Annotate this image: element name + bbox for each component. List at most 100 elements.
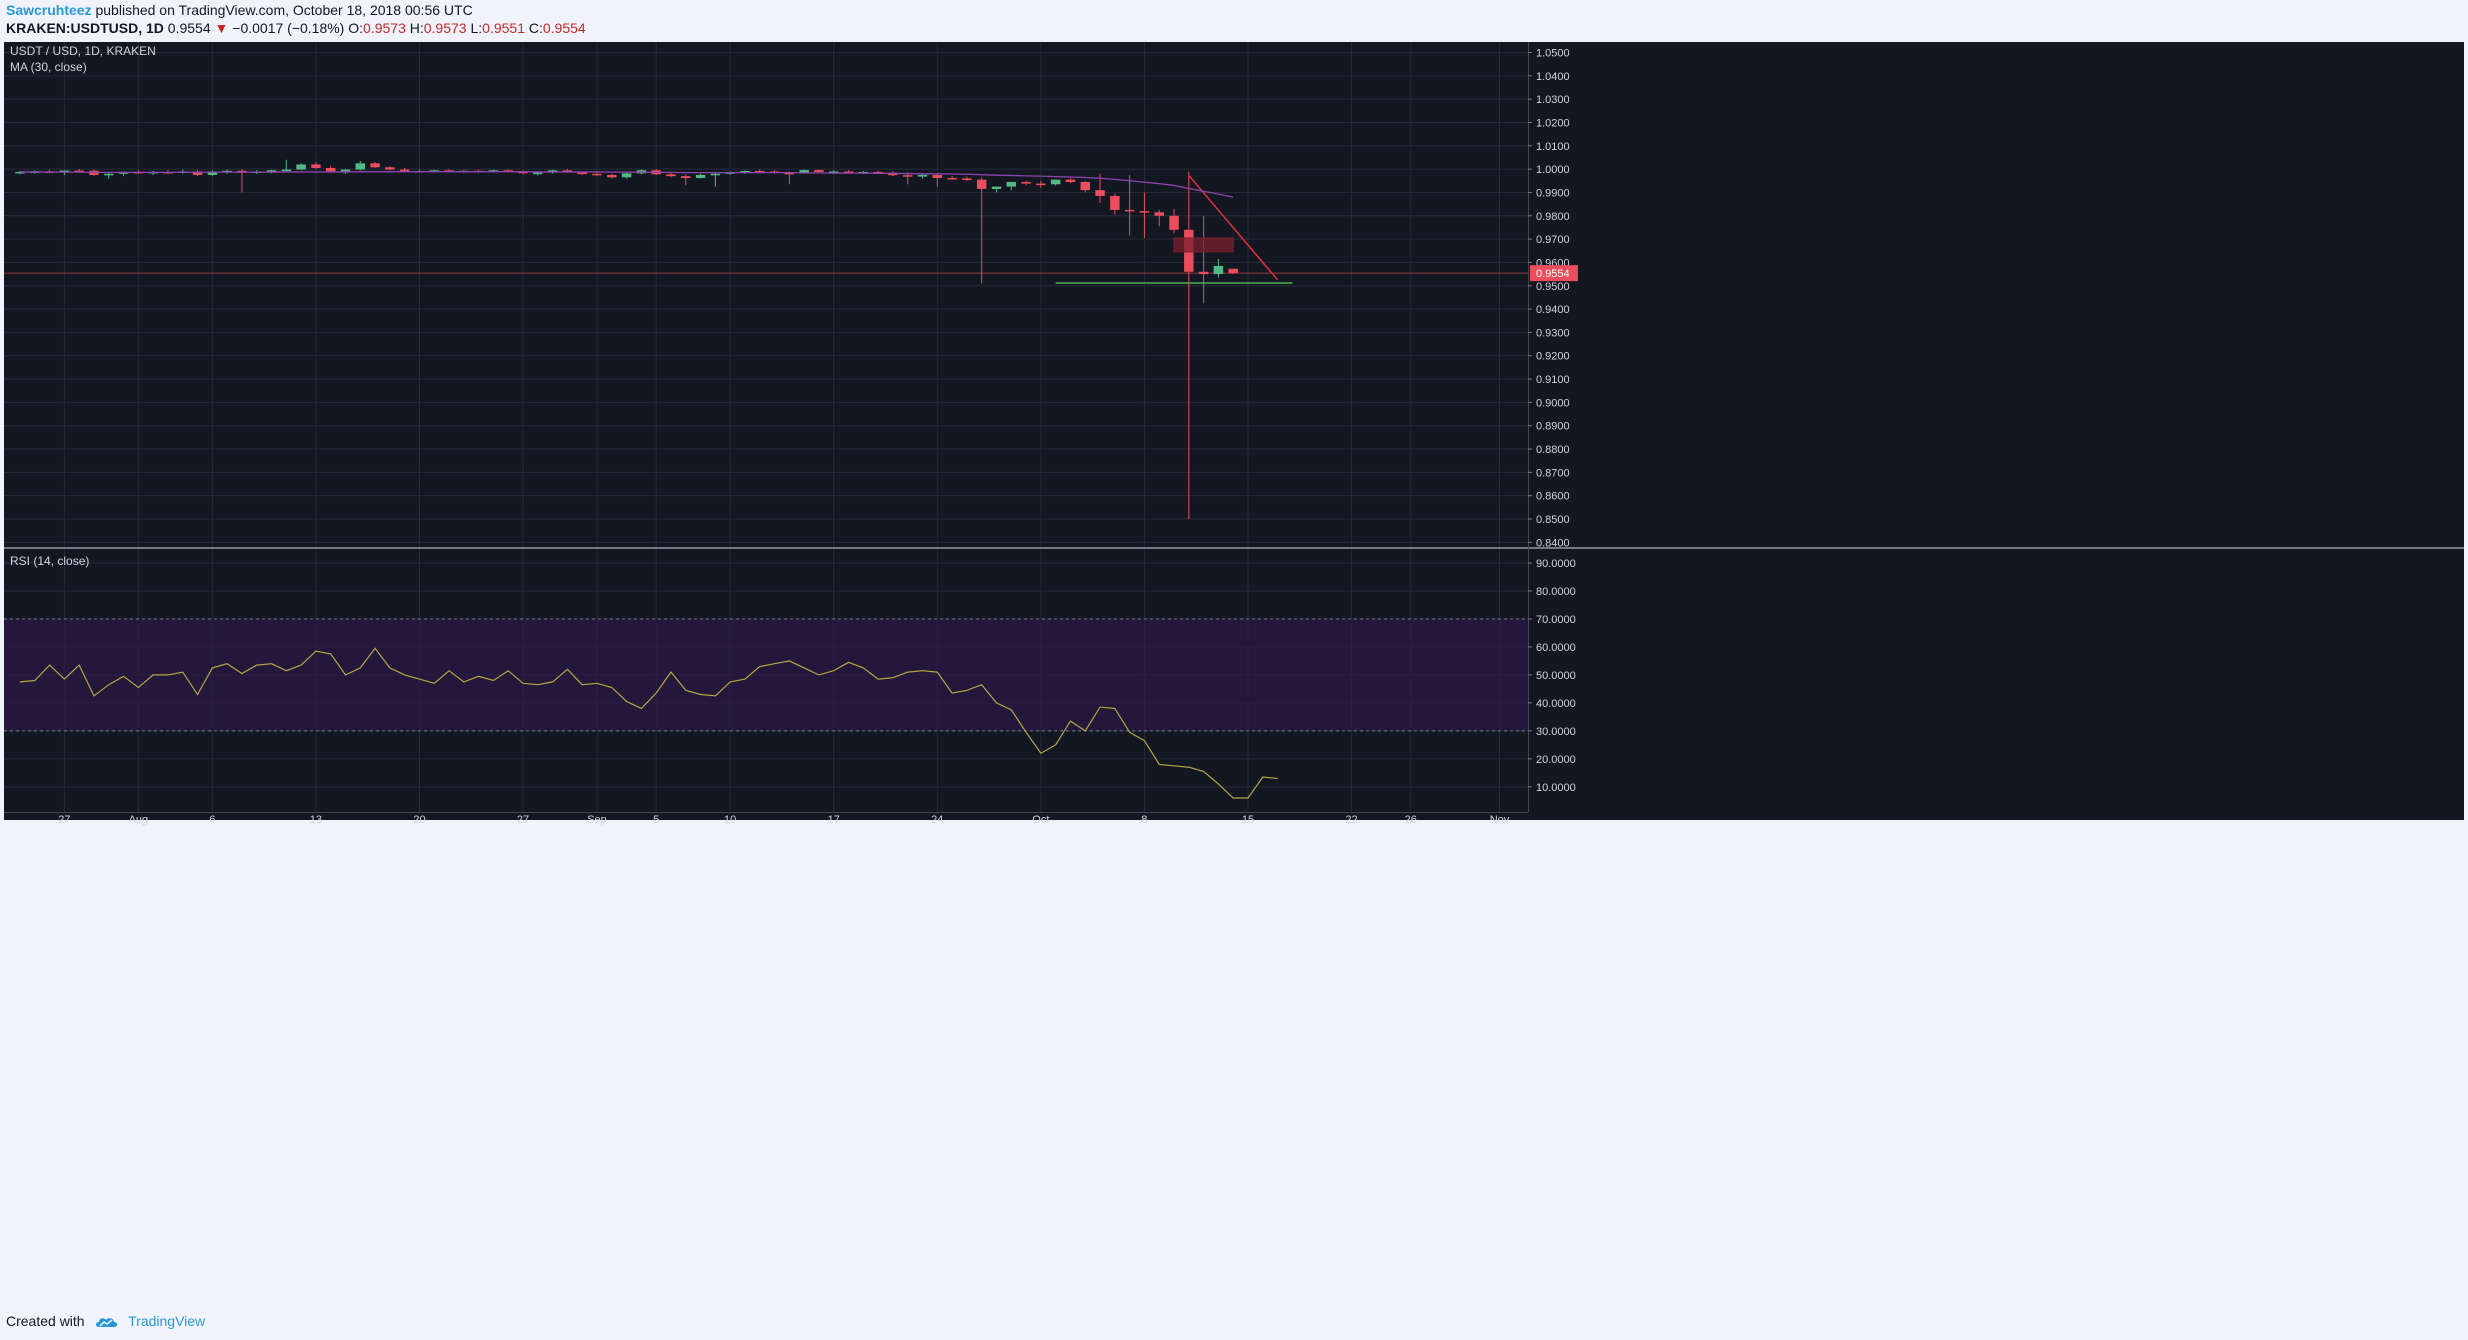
symbol-name: KRAKEN:USDTUSD, 1D bbox=[6, 20, 164, 36]
candle bbox=[1050, 179, 1061, 185]
price-tick-label: 1.0400 bbox=[1536, 71, 1570, 83]
price-tick-label: 0.9300 bbox=[1536, 327, 1570, 339]
rsi-tick-label: 80.0000 bbox=[1536, 586, 1576, 598]
candle bbox=[932, 174, 943, 178]
last-price-tag bbox=[1530, 265, 1578, 282]
time-tick-label: Sep bbox=[587, 814, 607, 826]
bottom-margin bbox=[4, 820, 2464, 1302]
price-tick-label: 0.8600 bbox=[1536, 491, 1570, 503]
price-change: −0.0017 (−0.18%) bbox=[232, 20, 345, 36]
last-price-tag-label: 0.9554 bbox=[1536, 268, 1570, 280]
trend-line bbox=[1188, 174, 1279, 281]
candle bbox=[621, 173, 632, 178]
created-with-text: Created with bbox=[6, 1313, 85, 1329]
rsi-tick-label: 20.0000 bbox=[1536, 754, 1576, 766]
candle bbox=[962, 178, 972, 180]
rsi-tick-label: 10.0000 bbox=[1536, 782, 1576, 794]
candle bbox=[296, 164, 306, 170]
time-tick-label: 22 bbox=[1345, 814, 1357, 826]
author-link[interactable]: Sawcruhteez bbox=[6, 2, 92, 18]
main-legend-title: USDT / USD, 1D, KRAKEN bbox=[10, 44, 156, 58]
candle bbox=[370, 163, 380, 168]
candle bbox=[902, 175, 913, 177]
time-tick-label: 8 bbox=[1141, 814, 1147, 826]
price-tick-label: 1.0500 bbox=[1536, 47, 1570, 59]
time-tick-label: 5 bbox=[653, 814, 659, 826]
price-tick-label: 0.8800 bbox=[1536, 444, 1570, 456]
candle bbox=[192, 171, 203, 175]
candle bbox=[681, 176, 691, 178]
time-tick-label: 24 bbox=[931, 814, 943, 826]
low-value: 0.9551 bbox=[482, 20, 525, 36]
candle bbox=[740, 170, 750, 173]
candle bbox=[1095, 190, 1105, 196]
time-tick-label: 27 bbox=[58, 814, 70, 826]
candle bbox=[1110, 195, 1120, 210]
candle bbox=[917, 174, 928, 177]
candle bbox=[399, 169, 410, 172]
open-value: 0.9573 bbox=[363, 20, 406, 36]
rsi-tick-label: 50.0000 bbox=[1536, 670, 1576, 682]
price-tick-label: 1.0200 bbox=[1536, 117, 1570, 129]
candle bbox=[888, 172, 898, 176]
candle bbox=[1139, 211, 1150, 213]
candle bbox=[577, 172, 587, 175]
candle bbox=[666, 174, 676, 177]
time-tick-label: 6 bbox=[209, 814, 215, 826]
time-tick-label: 15 bbox=[1242, 814, 1254, 826]
candle bbox=[592, 173, 602, 176]
candle bbox=[799, 170, 809, 174]
rsi-tick-label: 40.0000 bbox=[1536, 698, 1576, 710]
candle bbox=[104, 173, 114, 176]
time-tick-label: 10 bbox=[724, 814, 736, 826]
ma-line bbox=[20, 171, 1234, 198]
ma-legend-label: MA (30, close) bbox=[10, 60, 87, 74]
time-tick-label: Nov bbox=[1490, 814, 1510, 826]
candle bbox=[1080, 181, 1090, 191]
published-text: published on TradingView.com, October 18… bbox=[95, 2, 473, 18]
last-price: 0.9554 bbox=[167, 20, 211, 36]
time-tick-label: Oct bbox=[1032, 814, 1049, 826]
candle bbox=[385, 167, 395, 170]
candle bbox=[976, 179, 987, 189]
open-label: O: bbox=[348, 20, 364, 36]
chart-canvas[interactable]: 1.0500 1.0400 1.0300 1.0200 1.0100 1.0000 0.99… bbox=[4, 42, 2464, 1302]
candle bbox=[710, 173, 721, 176]
candle bbox=[991, 186, 1002, 189]
price-tick-label: 0.8500 bbox=[1536, 514, 1570, 526]
candle bbox=[829, 171, 839, 173]
rsi-tick-label: 60.0000 bbox=[1536, 642, 1576, 654]
resistance-box bbox=[1173, 237, 1234, 253]
price-tick-label: 0.9100 bbox=[1536, 374, 1570, 386]
candle bbox=[15, 171, 25, 174]
rsi-tick-label: 30.0000 bbox=[1536, 726, 1576, 738]
candle bbox=[533, 172, 543, 175]
down-arrow-icon: ▼ bbox=[214, 20, 229, 36]
high-value: 0.9573 bbox=[423, 20, 467, 36]
price-tick-label: 0.9700 bbox=[1536, 234, 1570, 246]
price-tick-label: 1.0100 bbox=[1536, 141, 1570, 153]
price-tick-label: 0.8700 bbox=[1536, 467, 1570, 479]
price-tick-label: 0.9000 bbox=[1536, 397, 1570, 409]
candle bbox=[755, 170, 765, 173]
candle bbox=[266, 170, 277, 172]
rsi-tick-label: 90.0000 bbox=[1536, 558, 1576, 570]
close-label: C: bbox=[528, 20, 543, 36]
candle bbox=[1006, 181, 1017, 187]
candle bbox=[340, 169, 351, 172]
price-tick-label: 1.0300 bbox=[1536, 94, 1570, 106]
tradingview-link[interactable]: TradingView bbox=[128, 1313, 206, 1329]
candle bbox=[1154, 212, 1164, 216]
price-tick-label: 1.0000 bbox=[1536, 164, 1570, 176]
time-tick-label: 27 bbox=[517, 814, 529, 826]
chart-area[interactable]: 1.0500 1.0400 1.0300 1.0200 1.0100 1.0000 0.99… bbox=[4, 42, 2464, 1302]
price-tick-label: 0.8400 bbox=[1536, 537, 1570, 549]
symbol-info: KRAKEN:USDTUSD, 1D 0.9554 ▼ −0.0017 (−0.… bbox=[6, 20, 586, 36]
candle bbox=[325, 167, 336, 172]
close-value: 0.9554 bbox=[542, 20, 586, 36]
candle bbox=[843, 171, 854, 173]
high-label: H: bbox=[409, 20, 424, 36]
candle bbox=[74, 170, 84, 173]
candle bbox=[947, 177, 957, 180]
candle bbox=[207, 171, 218, 175]
